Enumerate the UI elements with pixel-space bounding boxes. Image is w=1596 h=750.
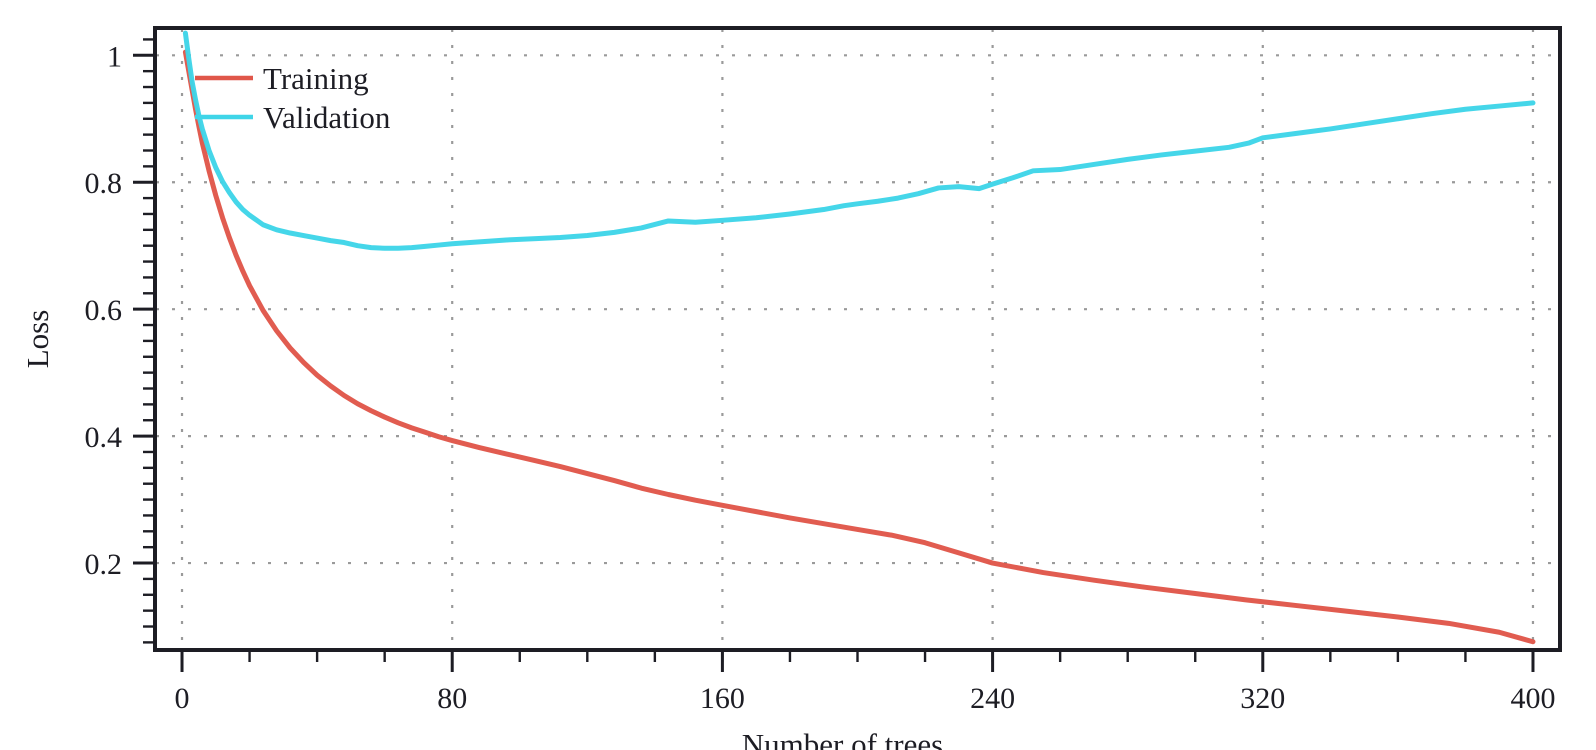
y-tick-label-0.6: 0.6: [85, 294, 123, 327]
major-ticks: [133, 53, 1535, 672]
x-tick-label-80: 80: [437, 682, 467, 715]
plot-frame: [153, 26, 1562, 652]
legend: Training Validation: [195, 61, 391, 135]
y-tick-label-0.8: 0.8: [85, 167, 123, 200]
x-tick-label-240: 240: [970, 682, 1015, 715]
legend-label-validation: Validation: [263, 100, 391, 135]
y-axis-title: Loss: [20, 310, 55, 369]
x-tick-label-400: 400: [1510, 682, 1555, 715]
legend-label-training: Training: [263, 61, 369, 96]
y-tick-label-1: 1: [107, 40, 122, 73]
y-tick-label-0.2: 0.2: [85, 548, 123, 581]
grid-lines: [156, 29, 1559, 649]
x-tick-label-320: 320: [1240, 682, 1285, 715]
y-tick-label-0.4: 0.4: [85, 421, 123, 454]
x-tick-label-160: 160: [700, 682, 745, 715]
x-axis-title: Number of trees: [742, 727, 943, 750]
series-line-validation: [182, 30, 1536, 251]
series-line-training: [182, 49, 1536, 645]
x-tick-label-0: 0: [175, 682, 190, 715]
